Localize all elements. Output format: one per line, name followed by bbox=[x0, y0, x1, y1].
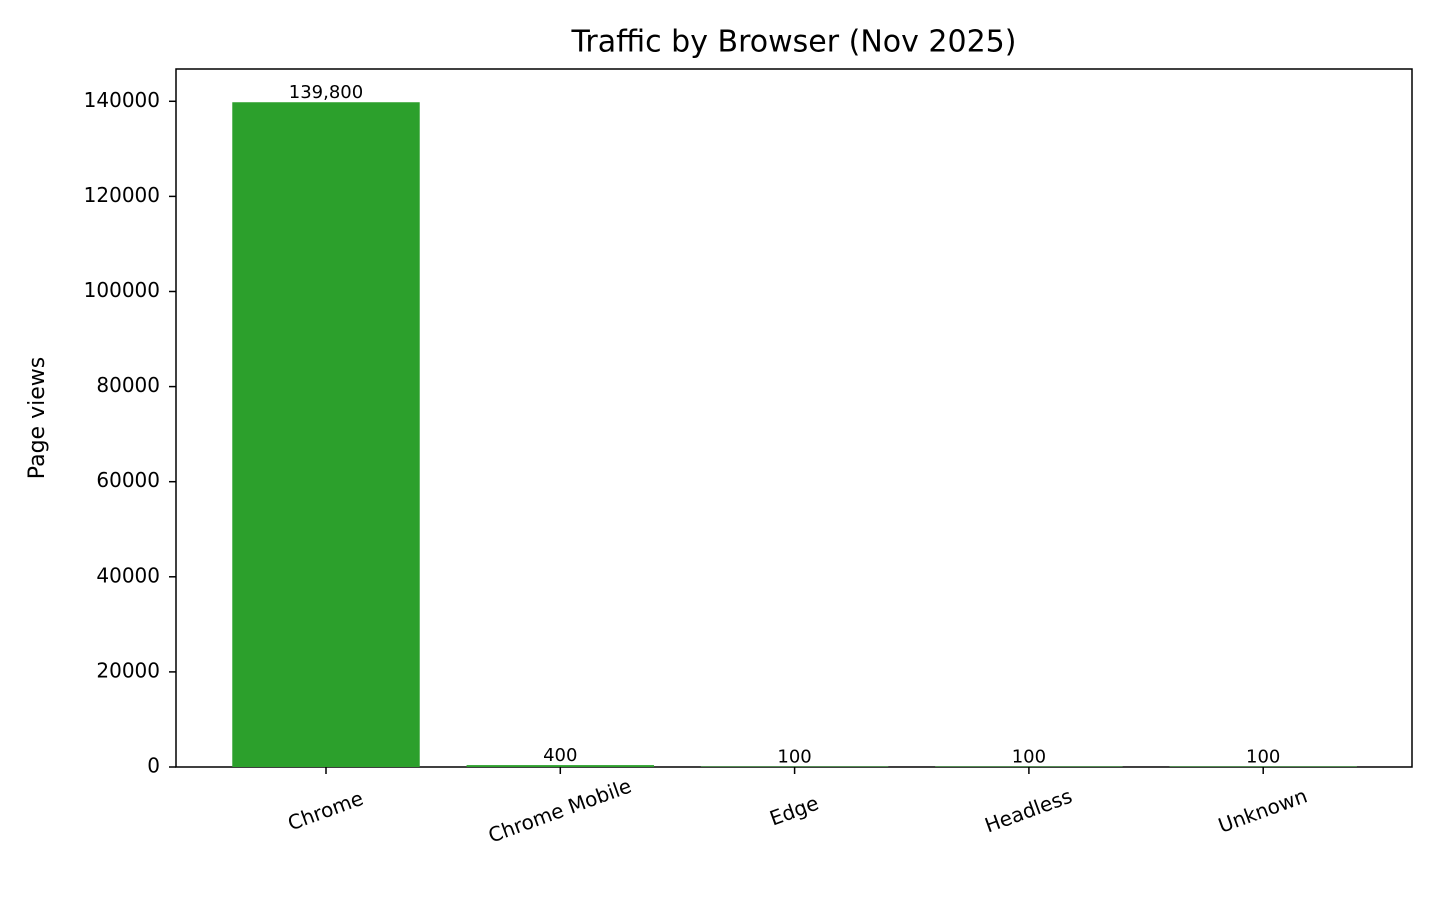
y-tick-label: 40000 bbox=[96, 563, 160, 587]
x-tick-label: Chrome Mobile bbox=[485, 774, 635, 848]
value-label: 400 bbox=[543, 745, 577, 766]
bar bbox=[466, 765, 655, 767]
y-tick-label: 60000 bbox=[96, 468, 160, 492]
x-tick-label: Unknown bbox=[1215, 783, 1310, 837]
value-label: 139,800 bbox=[289, 82, 363, 103]
x-tick-label: Headless bbox=[982, 784, 1076, 838]
y-axis-label: Page views bbox=[25, 357, 50, 479]
value-label: 100 bbox=[1012, 747, 1046, 768]
x-tick-label: Chrome bbox=[285, 786, 367, 835]
y-tick-label: 20000 bbox=[96, 658, 160, 682]
y-tick-label: 140000 bbox=[84, 88, 160, 112]
value-label: 100 bbox=[777, 747, 811, 768]
y-tick-label: 0 bbox=[147, 754, 160, 778]
value-label: 100 bbox=[1246, 747, 1280, 768]
chart-title: Traffic by Browser (Nov 2025) bbox=[571, 25, 1017, 60]
y-tick-label: 100000 bbox=[84, 278, 160, 302]
x-tick-label: Edge bbox=[766, 791, 822, 831]
y-tick-label: 120000 bbox=[84, 183, 160, 207]
bar bbox=[232, 102, 420, 767]
y-tick-label: 80000 bbox=[96, 373, 160, 397]
